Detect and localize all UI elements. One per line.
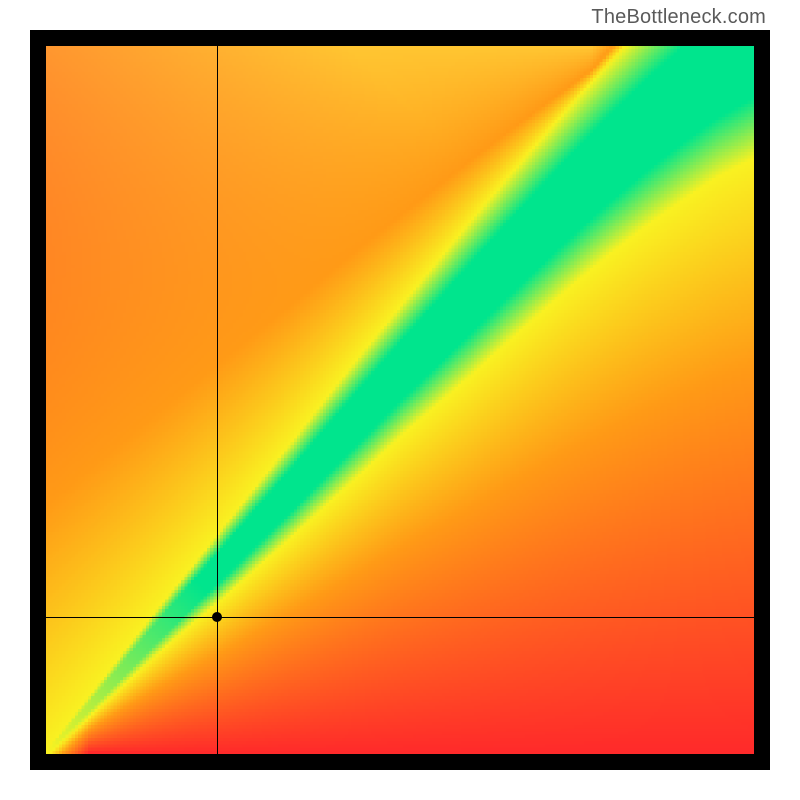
watermark-text: TheBottleneck.com bbox=[591, 6, 766, 29]
plot-inner bbox=[46, 46, 754, 754]
crosshair-vertical bbox=[217, 46, 218, 754]
chart-container: TheBottleneck.com bbox=[0, 0, 800, 800]
plot-frame bbox=[30, 30, 770, 770]
marker-dot bbox=[212, 612, 222, 622]
crosshair-horizontal bbox=[46, 617, 754, 618]
heatmap-canvas bbox=[46, 46, 754, 754]
